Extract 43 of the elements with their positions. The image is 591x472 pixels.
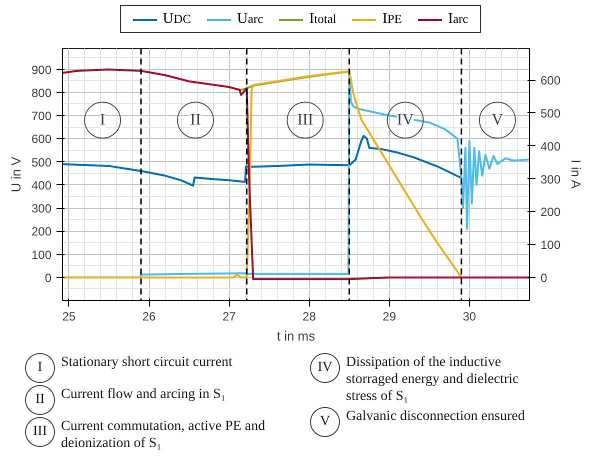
y2-tick-label: 600 bbox=[540, 74, 561, 88]
y-axis-title: U in V bbox=[8, 156, 24, 192]
text: Dissipation of the inductive storraged energy and dielectric stress of S₁ bbox=[346, 354, 520, 405]
line-series bbox=[236, 70, 352, 91]
y2-tick-label: 200 bbox=[540, 205, 561, 220]
x-tick-label: 26 bbox=[142, 310, 156, 324]
text: I bbox=[38, 360, 42, 375]
x-tick-label: 28 bbox=[302, 310, 316, 324]
y-tick-label: 0 bbox=[44, 270, 52, 285]
y2-axis-title: I in A bbox=[568, 160, 584, 189]
y2-tick-label: 100 bbox=[540, 238, 561, 252]
annotation: IV bbox=[396, 112, 414, 129]
annotation: III bbox=[297, 112, 314, 129]
text: Current flow and arcing in S₁ bbox=[61, 386, 226, 403]
text: V bbox=[320, 414, 330, 429]
text: Galvanic disconnection ensured bbox=[346, 408, 525, 425]
y2-tick-label: 0 bbox=[540, 270, 548, 285]
y2-tick-label: 500 bbox=[540, 106, 561, 120]
annotation: I bbox=[100, 112, 106, 129]
x-tick-label: 29 bbox=[382, 310, 396, 324]
y-tick-label: 200 bbox=[31, 224, 52, 239]
y-tick-label: 500 bbox=[31, 155, 52, 170]
x-tick-label: 25 bbox=[62, 310, 76, 324]
y-tick-label: 400 bbox=[31, 178, 52, 192]
line-series bbox=[62, 134, 462, 187]
y2-tick-label: 300 bbox=[540, 172, 561, 186]
y-tick-label: 800 bbox=[31, 86, 52, 100]
annotation: V bbox=[492, 112, 504, 129]
y-tick-label: 700 bbox=[31, 109, 52, 124]
y2-tick-label: 400 bbox=[540, 139, 561, 154]
text: Stationary short circuit current bbox=[61, 354, 232, 371]
y-tick-label: 900 bbox=[31, 62, 52, 77]
annotation: II bbox=[190, 112, 201, 129]
text: II bbox=[35, 392, 45, 407]
x-axis-title: t in ms bbox=[276, 328, 316, 344]
x-tick-label: 27 bbox=[222, 310, 236, 324]
text: IV bbox=[318, 360, 332, 375]
text: III bbox=[33, 424, 47, 439]
y-tick-label: 300 bbox=[31, 202, 52, 216]
y-tick-label: 100 bbox=[31, 248, 52, 262]
x-tick-label: 30 bbox=[462, 310, 476, 324]
y-tick-label: 600 bbox=[31, 132, 52, 146]
text: Current commutation, active PE and deionization of S₁ bbox=[61, 418, 266, 452]
